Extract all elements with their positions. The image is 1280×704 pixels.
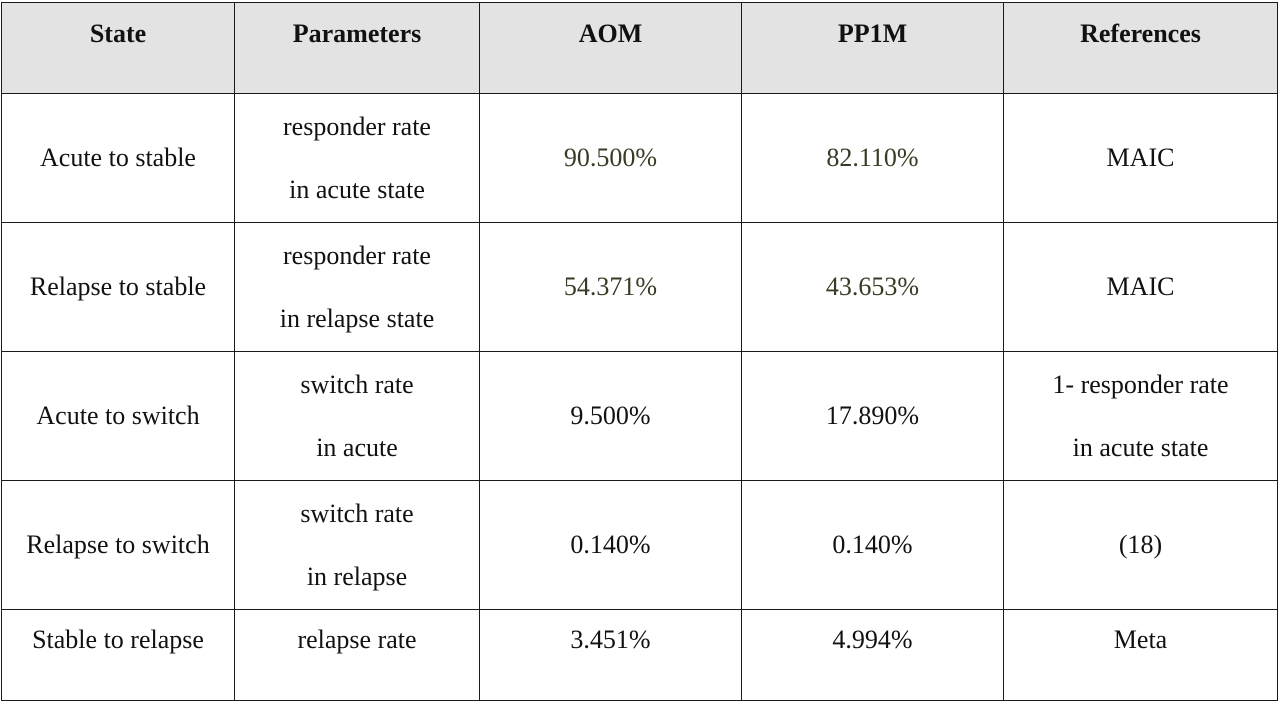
pp1m-value: 17.890% bbox=[825, 401, 920, 430]
aom-value: 0.140% bbox=[570, 530, 651, 559]
header-parameters: Parameters bbox=[234, 2, 480, 94]
cell-aom: 54.371% bbox=[479, 222, 742, 352]
parameters-line: relapse rate bbox=[297, 625, 417, 654]
references-line: MAIC bbox=[1106, 272, 1175, 301]
state-text: Relapse to stable bbox=[29, 272, 207, 301]
cell-pp1m: 43.653% bbox=[741, 222, 1004, 352]
aom-value: 54.371% bbox=[563, 272, 658, 301]
parameters-line: in relapse bbox=[306, 561, 408, 591]
cell-references: 1- responder rate in acute state bbox=[1003, 351, 1278, 481]
aom-value: 9.500% bbox=[570, 401, 651, 430]
references-line: Meta bbox=[1113, 625, 1168, 654]
cell-state: Relapse to switch bbox=[1, 480, 235, 610]
cell-references: MAIC bbox=[1003, 93, 1278, 223]
cell-state: Relapse to stable bbox=[1, 222, 235, 352]
header-aom: AOM bbox=[479, 2, 742, 94]
state-text: Acute to stable bbox=[40, 143, 196, 172]
cell-parameters: switch rate in relapse bbox=[234, 480, 480, 610]
pp1m-value: 82.110% bbox=[826, 143, 919, 172]
table-row: Stable to relapse relapse rate 3.451% 4.… bbox=[1, 609, 1278, 701]
references-line: (18) bbox=[1118, 530, 1163, 559]
state-text: Stable to relapse bbox=[32, 625, 204, 654]
table-row: Relapse to switch switch rate in relapse… bbox=[1, 480, 1278, 610]
cell-aom: 3.451% bbox=[479, 609, 742, 701]
parameters-line: responder rate bbox=[283, 240, 431, 270]
cell-pp1m: 0.140% bbox=[741, 480, 1004, 610]
state-text: Acute to switch bbox=[36, 401, 200, 430]
table-row: Relapse to stable responder rate in rela… bbox=[1, 222, 1278, 352]
aom-value: 90.500% bbox=[563, 143, 658, 172]
header-state: State bbox=[1, 2, 235, 94]
pp1m-value: 4.994% bbox=[832, 625, 913, 654]
references-line: MAIC bbox=[1106, 143, 1175, 172]
references-line: in acute state bbox=[1072, 432, 1209, 462]
cell-pp1m: 82.110% bbox=[741, 93, 1004, 223]
table-row: Acute to stable responder rate in acute … bbox=[1, 93, 1278, 223]
cell-parameters: responder rate in acute state bbox=[234, 93, 480, 223]
cell-state: Acute to switch bbox=[1, 351, 235, 481]
cell-parameters: responder rate in relapse state bbox=[234, 222, 480, 352]
parameters-line: in acute bbox=[316, 432, 398, 462]
cell-references: Meta bbox=[1003, 609, 1278, 701]
cell-references: (18) bbox=[1003, 480, 1278, 610]
pp1m-value: 43.653% bbox=[825, 272, 920, 301]
parameters-line: in relapse state bbox=[279, 303, 435, 333]
cell-pp1m: 17.890% bbox=[741, 351, 1004, 481]
state-text: Relapse to switch bbox=[26, 530, 210, 559]
cell-state: Acute to stable bbox=[1, 93, 235, 223]
table-row: Acute to switch switch rate in acute 9.5… bbox=[1, 351, 1278, 481]
cell-aom: 0.140% bbox=[479, 480, 742, 610]
parameters-line: in acute state bbox=[289, 174, 425, 204]
cell-parameters: relapse rate bbox=[234, 609, 480, 701]
cell-aom: 9.500% bbox=[479, 351, 742, 481]
aom-value: 3.451% bbox=[570, 625, 651, 654]
pp1m-value: 0.140% bbox=[832, 530, 913, 559]
parameters-line: responder rate bbox=[283, 111, 431, 141]
parameters-line: switch rate bbox=[300, 498, 414, 528]
cell-parameters: switch rate in acute bbox=[234, 351, 480, 481]
cell-references: MAIC bbox=[1003, 222, 1278, 352]
table-header-row: State Parameters AOM PP1M References bbox=[1, 2, 1278, 94]
cell-aom: 90.500% bbox=[479, 93, 742, 223]
header-references: References bbox=[1003, 2, 1278, 94]
header-pp1m: PP1M bbox=[741, 2, 1004, 94]
parameters-line: switch rate bbox=[300, 369, 414, 399]
references-line: 1- responder rate bbox=[1052, 369, 1229, 399]
cell-pp1m: 4.994% bbox=[741, 609, 1004, 701]
cell-state: Stable to relapse bbox=[1, 609, 235, 701]
